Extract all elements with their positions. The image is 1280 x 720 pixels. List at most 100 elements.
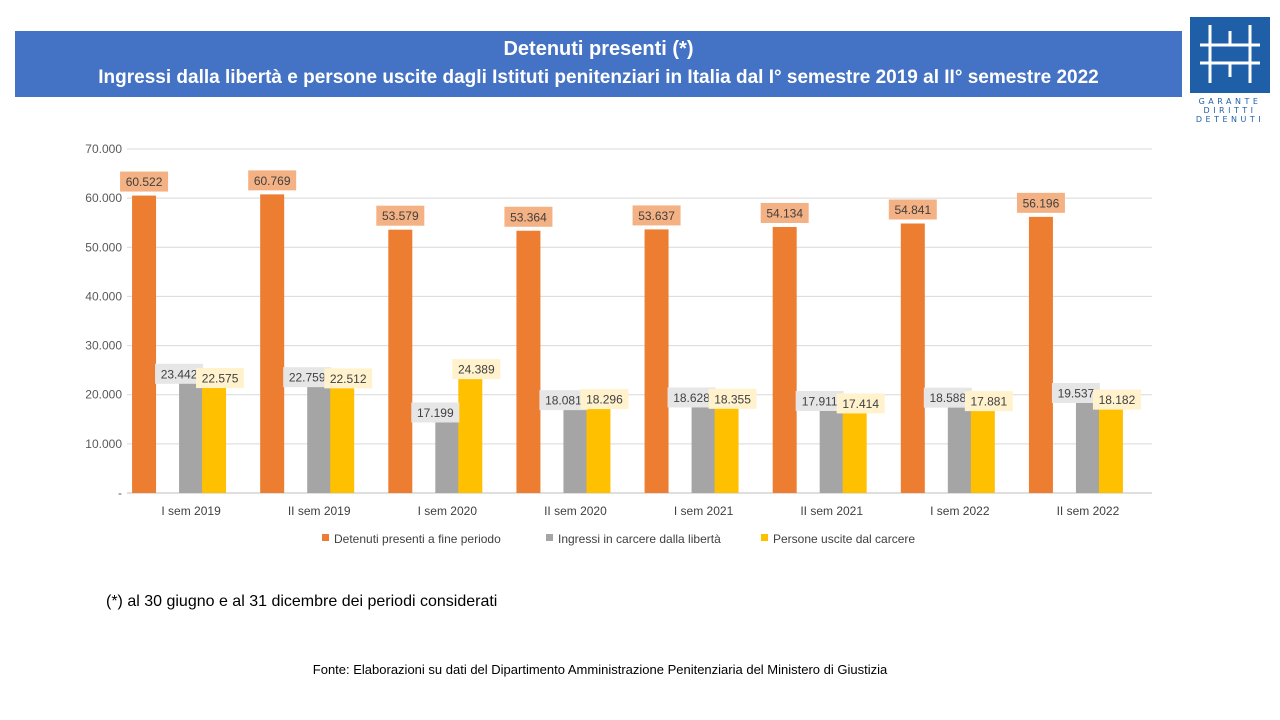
data-label: 60.769 xyxy=(254,174,291,188)
y-tick-label: 60.000 xyxy=(85,191,122,205)
y-tick-label: - xyxy=(118,486,122,500)
y-tick-label: 50.000 xyxy=(85,240,122,254)
data-label: 17.414 xyxy=(842,397,879,411)
data-label-bg xyxy=(964,391,1013,412)
data-label: 53.637 xyxy=(638,209,675,223)
bar xyxy=(691,401,716,493)
y-tick-label: 40.000 xyxy=(85,289,122,303)
data-label-bg xyxy=(888,199,937,220)
data-label-bg xyxy=(632,205,681,226)
legend-swatch xyxy=(322,534,329,541)
data-label: 60.522 xyxy=(126,175,163,189)
logo-glyph-icon xyxy=(1200,25,1260,83)
bar-chart: - 10.000 20.000 30.000 40.000 50.000 60.000 70.… xyxy=(85,142,1152,546)
bar xyxy=(644,229,669,493)
data-label-bg xyxy=(324,368,373,389)
bar xyxy=(307,381,332,493)
data-label-bg xyxy=(120,171,169,192)
data-label-bg xyxy=(1051,382,1100,403)
bar xyxy=(1098,403,1123,493)
data-label-bg xyxy=(795,390,844,411)
data-label-bg xyxy=(376,205,425,226)
data-label: 18.182 xyxy=(1099,393,1136,407)
data-label-bg xyxy=(411,402,460,423)
data-label-bg xyxy=(1092,389,1141,410)
data-label-bg xyxy=(708,388,757,409)
data-label: 56.196 xyxy=(1023,196,1060,210)
logo-text-line-2: DIRITTI xyxy=(1203,106,1257,115)
chart-title: Detenuti presenti (*) xyxy=(503,38,694,60)
bar xyxy=(819,404,844,493)
data-label: 53.364 xyxy=(510,210,547,224)
x-tick-label: I sem 2020 xyxy=(418,504,478,518)
data-label-bg xyxy=(248,170,297,191)
bar xyxy=(435,408,460,493)
bar xyxy=(586,403,611,493)
data-label: 54.841 xyxy=(894,203,931,217)
data-label: 18.355 xyxy=(714,392,751,406)
bar xyxy=(563,404,588,493)
data-label: 54.134 xyxy=(766,206,803,220)
bar xyxy=(1075,396,1100,493)
y-tick-label: 30.000 xyxy=(85,339,122,353)
data-label-bg xyxy=(539,390,588,411)
bar xyxy=(132,195,157,493)
logo-text-line-3: DETENUTI xyxy=(1195,115,1265,124)
data-label-bg xyxy=(196,368,245,389)
logo-text-line-1: GARANTE xyxy=(1198,97,1262,106)
data-label: 53.579 xyxy=(382,209,419,223)
data-label: 22.512 xyxy=(330,372,367,386)
data-label: 17.911 xyxy=(802,394,838,408)
data-label: 22.575 xyxy=(202,372,239,386)
data-label: 19.537 xyxy=(1058,386,1095,400)
bar xyxy=(458,373,483,493)
y-tick-label: 10.000 xyxy=(85,437,122,451)
legend-label: Persone uscite dal carcere xyxy=(773,532,915,546)
x-tick-label: II sem 2021 xyxy=(800,504,863,518)
chart-subtitle: Ingressi dalla libertà e persone uscite … xyxy=(98,67,1099,88)
x-tick-label: I sem 2022 xyxy=(930,504,990,518)
x-tick-label: I sem 2021 xyxy=(674,504,734,518)
x-tick-label: II sem 2020 xyxy=(544,504,607,518)
legend-label: Detenuti presenti a fine periodo xyxy=(334,532,501,546)
y-tick-label: 20.000 xyxy=(85,388,122,402)
bar xyxy=(772,226,797,493)
data-label-bg xyxy=(504,206,553,227)
bar xyxy=(900,223,925,493)
data-label-bg xyxy=(667,387,716,408)
logo-mark xyxy=(1190,17,1270,93)
data-label-bg xyxy=(283,367,332,388)
data-label: 23.442 xyxy=(161,367,198,381)
data-label: 17.199 xyxy=(417,406,454,420)
data-label-bg xyxy=(836,393,885,414)
bar xyxy=(260,194,285,493)
legend-label: Ingressi in carcere dalla libertà xyxy=(558,532,721,546)
bar xyxy=(202,382,227,493)
legend-swatch xyxy=(761,534,768,541)
bar xyxy=(842,407,867,493)
bar xyxy=(1028,216,1053,494)
bar xyxy=(970,405,995,493)
data-label-bg xyxy=(1016,192,1065,213)
data-label-bg xyxy=(155,363,204,384)
x-tick-label: II sem 2022 xyxy=(1057,504,1120,518)
bar xyxy=(388,229,413,493)
data-label-bg xyxy=(923,387,972,408)
data-label: 18.296 xyxy=(586,393,623,407)
source-note: Fonte: Elaborazioni su dati del Dipartim… xyxy=(312,662,888,677)
bar xyxy=(179,377,204,493)
title-banner: Detenuti presenti (*) Ingressi dalla lib… xyxy=(15,31,1182,97)
garante-logo: GARANTE DIRITTI DETENUTI xyxy=(1190,17,1270,127)
bar xyxy=(947,401,972,493)
footnote: (*) al 30 giugno e al 31 dicembre dei pe… xyxy=(106,593,498,610)
bar xyxy=(714,402,739,493)
data-label-bg xyxy=(760,202,809,223)
x-tick-label: I sem 2019 xyxy=(161,504,221,518)
bar xyxy=(330,382,355,493)
data-label: 17.881 xyxy=(970,395,1007,409)
y-tick-label: 70.000 xyxy=(85,142,122,156)
x-tick-label: II sem 2019 xyxy=(288,504,351,518)
data-label: 18.628 xyxy=(673,391,710,405)
data-label: 18.588 xyxy=(929,391,966,405)
data-label-bg xyxy=(580,389,629,410)
